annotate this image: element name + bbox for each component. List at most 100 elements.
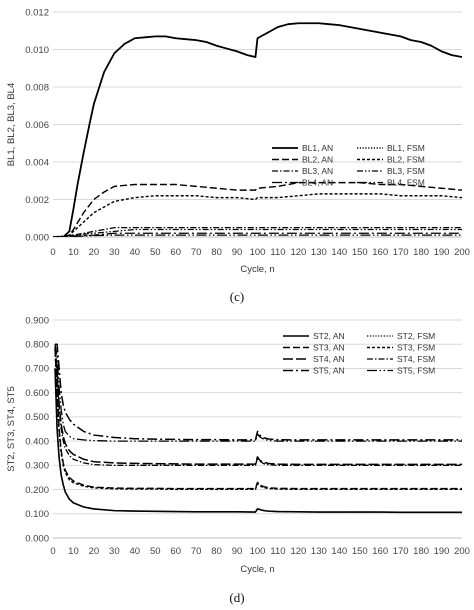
series-line-st3-an: [54, 349, 462, 490]
y-tick-label: 0.700: [25, 364, 49, 375]
y-tick-label: 0.300: [25, 461, 49, 472]
x-tick-label: 180: [413, 546, 429, 557]
x-tick-label: 140: [331, 247, 347, 258]
y-tick-label: 0.600: [25, 388, 49, 399]
legend-label: BL3, FSM: [387, 166, 425, 176]
series-line-st2-an: [54, 368, 462, 514]
series-group: [53, 22, 462, 237]
y-tick-label: 0.006: [25, 120, 49, 131]
legend-label: BL4, AN: [302, 178, 333, 188]
x-tick-label: 170: [393, 546, 409, 557]
series-line-bl4-fsm: [53, 234, 462, 237]
legend-label: BL4, FSM: [387, 178, 425, 188]
series-line-st5-an: [55, 343, 462, 441]
x-tick-label: 40: [130, 546, 141, 557]
x-tick-label: 160: [372, 546, 388, 557]
x-tick-label: 20: [89, 546, 100, 557]
series-line-st4-an: [54, 346, 462, 466]
x-tick-label: 70: [191, 546, 202, 557]
y-axis-label: BL1, BL2, BL3, BL4: [6, 83, 17, 166]
series-line-bl2-fsm: [53, 193, 462, 237]
x-tick-label: 50: [150, 546, 161, 557]
legend-label: ST3, FSM: [397, 343, 435, 353]
legend-label: BL2, AN: [302, 155, 333, 165]
y-tick-label: 0.008: [25, 82, 49, 93]
series-line-st5-fsm: [54, 344, 462, 442]
legend: ST2, AN ST2, FSM ST3, AN ST3, FSM ST4, AN ST4…: [283, 331, 435, 376]
x-axis-label: Cycle, n: [240, 564, 274, 575]
series-group: [54, 343, 462, 514]
x-tick-label: 0: [50, 247, 55, 258]
x-tick-label: 150: [352, 247, 368, 258]
panel-label-c: (c): [230, 289, 244, 304]
series-line-st4-fsm: [54, 346, 462, 466]
x-tick-label: 110: [270, 247, 285, 258]
y-tick-label: 0.800: [25, 340, 49, 351]
legend-label: ST4, AN: [313, 354, 345, 364]
x-tick-label: 100: [250, 247, 266, 258]
x-tick-label: 150: [352, 546, 368, 557]
x-tick-label: 190: [434, 546, 450, 557]
x-tick-label: 60: [170, 247, 181, 258]
y-tick-label: 0.900: [25, 315, 49, 326]
series-line-bl3-fsm: [53, 228, 462, 237]
x-tick-label: 0: [50, 546, 55, 557]
x-tick-label: 90: [232, 247, 243, 258]
x-tick-label: 40: [130, 247, 141, 258]
y-axis-label: ST2, ST3, ST4, ST5: [6, 386, 17, 472]
x-tick-label: 50: [150, 247, 161, 258]
legend-label: ST5, AN: [313, 366, 345, 376]
x-tick-label: 30: [109, 247, 120, 258]
y-tick-label: 0.010: [25, 45, 49, 56]
legend-label: ST5, FSM: [397, 366, 435, 376]
chart-d: 0.000 0.100 0.200 0.300 0.400 0.500 0.600 0.700…: [6, 315, 470, 575]
series-line-bl3-an: [53, 226, 462, 237]
legend-label: BL2, FSM: [387, 155, 425, 165]
y-tick-label: 0.004: [25, 157, 49, 168]
x-tick-label: 120: [290, 247, 306, 258]
y-tick-label: 0.000: [25, 533, 49, 544]
series-line-bl1-an: [53, 22, 462, 237]
y-tick-label: 0.002: [25, 195, 49, 206]
x-tick-label: 110: [270, 546, 285, 557]
x-tick-label: 120: [290, 546, 306, 557]
x-tick-label: 80: [211, 546, 222, 557]
x-tick-label: 10: [68, 546, 79, 557]
x-tick-label: 80: [211, 247, 222, 258]
legend: BL1, AN BL1, FSM BL2, AN BL2, FSM BL3, AN BL3…: [272, 143, 425, 188]
legend-label: BL3, AN: [302, 166, 333, 176]
x-tick-label: 190: [434, 247, 450, 258]
x-tick-label: 130: [311, 546, 327, 557]
x-tick-label: 20: [89, 247, 100, 258]
legend-label: ST2, AN: [313, 331, 345, 341]
x-tick-label: 10: [68, 247, 79, 258]
x-tick-label: 160: [372, 247, 388, 258]
x-tick-label: 130: [311, 247, 327, 258]
x-tick-label: 70: [191, 247, 202, 258]
x-tick-label: 90: [232, 546, 243, 557]
x-tick-label: 200: [454, 247, 470, 258]
legend-label: ST2, FSM: [397, 331, 435, 341]
x-tick-label: 100: [250, 546, 266, 557]
chart-c: 0.000 0.002 0.004 0.006 0.008 0.010 0.012 0 10 20…: [6, 7, 470, 275]
x-tick-label: 30: [109, 546, 120, 557]
x-tick-label: 180: [413, 247, 429, 258]
series-line-bl1-fsm: [53, 22, 462, 237]
x-tick-label: 60: [170, 546, 181, 557]
legend-label: BL1, AN: [302, 143, 333, 153]
y-tick-label: 0.012: [25, 7, 49, 18]
x-tick-label: 140: [331, 546, 347, 557]
y-tick-label: 0.000: [25, 232, 49, 243]
panel-label-d: (d): [229, 590, 244, 605]
legend-label: ST3, AN: [313, 343, 345, 353]
series-line-bl4-an: [53, 232, 462, 237]
x-axis-label: Cycle, n: [240, 264, 274, 275]
y-tick-label: 0.400: [25, 436, 49, 447]
series-line-bl2-an: [53, 181, 462, 237]
series-line-st3-fsm: [54, 349, 462, 491]
legend-label: ST4, FSM: [397, 354, 435, 364]
y-tick-label: 0.200: [25, 485, 49, 496]
x-tick-label: 200: [454, 546, 470, 557]
legend-label: BL1, FSM: [387, 143, 425, 153]
